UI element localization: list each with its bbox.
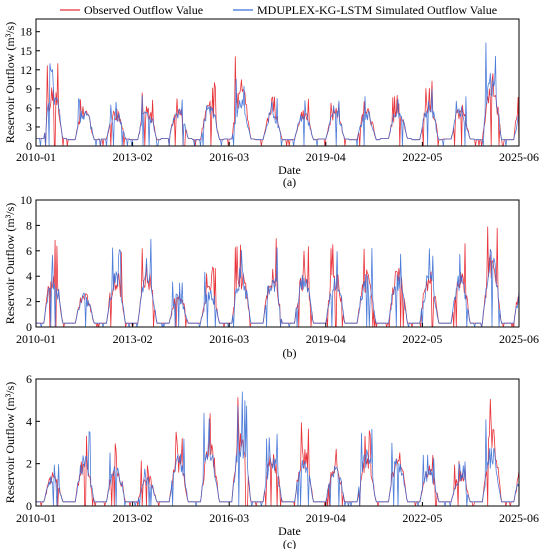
y-axis-title: Reservoir Outflow (m³/s) — [3, 382, 17, 504]
panel-label: (c) — [283, 537, 296, 549]
x-tick-label: 2010-01 — [16, 332, 56, 346]
y-tick-label: 10 — [20, 193, 32, 207]
series-simulated-line — [36, 391, 519, 506]
x-tick-label: 2022-05 — [402, 150, 442, 164]
x-tick-label: 2016-03 — [209, 332, 249, 346]
y-tick-label: 6 — [26, 372, 32, 386]
plot-frame — [35, 199, 520, 328]
y-tick-label: 4 — [26, 269, 32, 283]
x-tick-label: 2010-01 — [16, 511, 56, 525]
y-axis-title: Reservoir Outflow (m³/s) — [3, 22, 17, 144]
y-tick-label: 6 — [26, 244, 32, 258]
x-tick-label: 2013-02 — [113, 511, 153, 525]
x-tick-label: 2025-06 — [499, 511, 539, 525]
y-tick-label: 0 — [26, 320, 32, 334]
x-tick-label: 2025-06 — [499, 332, 539, 346]
x-tick-label: 2019-04 — [306, 332, 346, 346]
x-tick-label: 2016-03 — [209, 150, 249, 164]
y-tick-label: 8 — [26, 218, 32, 232]
x-tick-label: 2019-04 — [306, 511, 346, 525]
y-tick-label: 9 — [26, 82, 32, 96]
y-tick-label: 2 — [26, 457, 32, 471]
y-axis-title: Reservoir Outflow (m³/s) — [3, 203, 17, 325]
y-tick-label: 12 — [20, 63, 32, 77]
panel-label: (a) — [283, 175, 296, 189]
y-tick-label: 15 — [20, 44, 32, 58]
panel-1: 0 3 6 9 12 15 18 2010-01 2013-02 2016-03 2019-04 20… — [3, 18, 539, 189]
x-tick-label: 2010-01 — [16, 150, 56, 164]
y-tick-label: 6 — [26, 101, 32, 115]
y-tick-label: 0 — [26, 139, 32, 153]
x-tick-label: 2022-05 — [402, 511, 442, 525]
legend-label-observed: Observed Outflow Value — [84, 3, 203, 17]
legend: Observed Outflow Value MDUPLEX-KG-LSTM S… — [60, 3, 497, 17]
x-tick-label: 2013-02 — [113, 332, 153, 346]
y-tick-label: 4 — [26, 414, 32, 428]
x-axis-title: Date — [278, 163, 301, 177]
y-tick-label: 0 — [26, 499, 32, 513]
series-simulated-line — [36, 42, 519, 146]
plot-frame — [35, 18, 520, 147]
plot-frame — [35, 378, 520, 507]
series-simulated-line — [36, 238, 519, 327]
y-tick-label: 2 — [26, 295, 32, 309]
y-tick-label: 3 — [26, 120, 32, 134]
x-tick-label: 2025-06 — [499, 150, 539, 164]
panel-3: 0 2 4 6 2010-01 2013-02 2016-03 2019-04 2022-05 2… — [3, 372, 539, 549]
y-tick-label: 18 — [20, 25, 32, 39]
x-axis-title: Date — [278, 524, 301, 538]
x-tick-label: 2022-05 — [402, 332, 442, 346]
panel-2: 0 2 4 6 8 10 2010-01 2013-02 2016-03 2019-04 2022-… — [3, 193, 539, 360]
x-tick-label: 2013-02 — [113, 150, 153, 164]
legend-label-simulated: MDUPLEX-KG-LSTM Simulated Outflow Value — [257, 3, 497, 17]
panel-label: (b) — [283, 346, 297, 360]
x-tick-label: 2019-04 — [306, 150, 346, 164]
x-tick-label: 2016-03 — [209, 511, 249, 525]
